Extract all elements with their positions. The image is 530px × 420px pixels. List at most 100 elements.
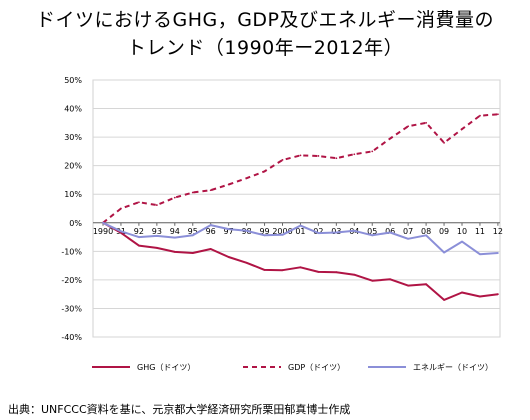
data-point <box>443 251 445 254</box>
data-point <box>443 141 445 144</box>
x-tick-label: 02 <box>313 227 323 236</box>
data-point <box>317 232 320 234</box>
data-point <box>299 266 302 269</box>
data-point <box>479 253 481 256</box>
data-point <box>353 273 356 276</box>
x-tick-label: 12 <box>493 227 503 236</box>
data-point <box>209 224 212 226</box>
data-point <box>281 269 284 272</box>
data-point <box>299 154 302 157</box>
data-point <box>425 283 427 286</box>
data-point <box>335 157 338 160</box>
plot-area <box>92 79 501 338</box>
x-tick-label: 08 <box>421 227 431 236</box>
data-point <box>191 252 194 254</box>
data-point <box>227 256 230 258</box>
data-point <box>461 128 463 131</box>
x-tick-label: 2000 <box>272 227 292 236</box>
data-point <box>389 231 392 234</box>
data-point <box>281 233 284 236</box>
data-point <box>227 183 230 186</box>
x-tick-label: 93 <box>152 227 162 236</box>
data-point <box>317 270 320 273</box>
data-point <box>173 196 176 199</box>
data-point <box>209 189 212 192</box>
y-tick-label: -20% <box>61 276 82 285</box>
y-tick-label: -30% <box>61 304 82 313</box>
x-tick-label: 1990 <box>93 227 113 236</box>
y-tick-label: 40% <box>64 105 82 114</box>
legend-label-1: GHG（ドイツ） <box>137 363 195 372</box>
x-tick-label: 07 <box>403 227 413 236</box>
data-point <box>263 234 266 237</box>
data-point <box>245 261 248 264</box>
data-point <box>461 291 463 294</box>
data-point <box>245 177 248 180</box>
data-point <box>281 159 284 161</box>
data-point <box>497 113 499 116</box>
data-point <box>173 251 176 253</box>
source-note: 出典：UNFCCC資料を基に、元京都大学経済研究所栗田郁真博士作成 <box>8 403 351 416</box>
y-tick-label: 50% <box>64 76 82 85</box>
data-point <box>407 284 410 287</box>
data-point <box>371 279 374 282</box>
chart-title-line-2: トレンド（1990年ー2012年） <box>126 37 404 59</box>
x-tick-label: 99 <box>259 227 269 236</box>
x-tick-label: 01 <box>295 227 305 236</box>
x-tick-label: 09 <box>439 227 449 236</box>
legend-label-3: エネルギー（ドイツ） <box>413 363 493 372</box>
data-point <box>335 231 338 234</box>
x-tick-label: 97 <box>224 227 234 236</box>
data-point <box>138 201 140 204</box>
data-point <box>497 252 499 254</box>
data-point <box>155 204 158 206</box>
data-point <box>120 207 122 210</box>
data-point <box>389 278 392 281</box>
x-tick-label: 96 <box>206 227 216 236</box>
y-tick-label: -10% <box>61 247 82 256</box>
data-point <box>353 229 356 232</box>
x-tick-label: 03 <box>331 227 341 236</box>
data-point <box>120 230 122 233</box>
data-point <box>371 234 374 237</box>
x-tick-label: 11 <box>475 227 485 236</box>
data-point <box>443 298 445 301</box>
y-tick-label: 20% <box>64 162 82 171</box>
series-line-2 <box>102 113 498 224</box>
data-point <box>353 153 356 156</box>
data-point <box>299 224 302 227</box>
data-point <box>335 271 338 274</box>
data-point <box>371 150 374 153</box>
data-point <box>155 247 158 249</box>
x-tick-label: 92 <box>134 227 144 236</box>
data-point <box>407 237 410 240</box>
data-point <box>191 234 194 237</box>
chart-title-line-1: ドイツにおけるGHG，GDP及びエネルギー消費量の <box>35 9 495 31</box>
data-point <box>389 137 392 140</box>
data-point <box>138 236 140 238</box>
x-tick-label: 10 <box>457 227 467 236</box>
data-point <box>138 244 140 247</box>
data-point <box>479 114 481 117</box>
data-point <box>263 170 266 173</box>
data-point <box>191 191 194 194</box>
data-point <box>227 228 230 230</box>
legend-label-2: GDP（ドイツ） <box>288 363 345 372</box>
data-point <box>317 155 320 157</box>
data-point <box>497 293 499 296</box>
data-point <box>245 229 248 232</box>
y-tick-label: 10% <box>64 190 82 199</box>
data-point <box>425 121 427 124</box>
data-point <box>407 125 410 128</box>
x-tick-label: 06 <box>385 227 395 236</box>
data-point <box>425 234 427 237</box>
data-point <box>155 235 158 237</box>
data-point <box>479 295 481 298</box>
y-tick-label: -40% <box>61 333 82 342</box>
data-point <box>173 236 176 239</box>
x-tick-label: 05 <box>367 227 377 236</box>
y-tick-label: 0% <box>69 219 82 228</box>
x-tick-label: 94 <box>170 227 180 236</box>
data-point <box>263 268 266 271</box>
